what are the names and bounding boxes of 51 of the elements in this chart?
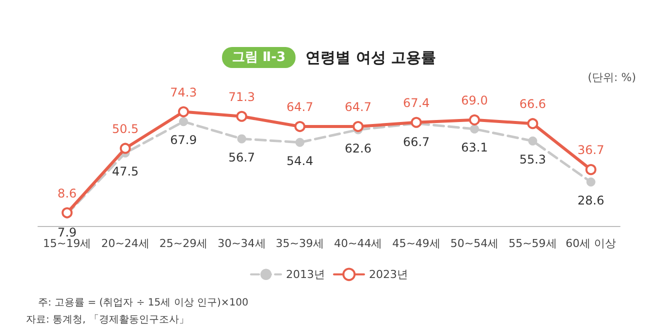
point <box>585 164 596 176</box>
data-label: 63.1 <box>461 140 488 154</box>
data-label: 36.7 <box>578 143 604 158</box>
data-label: 47.5 <box>112 164 139 178</box>
point <box>179 117 188 126</box>
x-tick-label: 45~49세 <box>392 237 440 250</box>
text: 자료: 통계청, 「경제활동인구조사」 <box>26 314 189 326</box>
chart-title: 연령별 여성 고용률 <box>306 48 436 66</box>
point <box>527 118 538 130</box>
x-tick-label: 25~29세 <box>159 237 208 250</box>
data-label: 64.7 <box>344 100 372 114</box>
point <box>120 142 131 154</box>
data-label: 67.9 <box>170 133 197 148</box>
point <box>586 178 596 187</box>
x-tick-label: 15~19세 <box>42 237 92 250</box>
point <box>352 121 364 132</box>
data-label: 50.5 <box>112 122 139 136</box>
x-tick-label: 60세 이상 <box>566 237 616 250</box>
point <box>470 124 479 134</box>
data-label: 66.6 <box>519 97 546 112</box>
text: (단위: %) <box>588 71 636 84</box>
data-label: 64.7 <box>286 100 314 114</box>
data-label: 8.6 <box>58 186 77 200</box>
point <box>237 134 246 144</box>
data-label: 74.3 <box>170 85 197 100</box>
point <box>294 121 306 132</box>
data-label: 62.6 <box>344 141 372 156</box>
point <box>236 110 248 122</box>
x-tick-label: 20~24세 <box>101 237 150 250</box>
data-label: 71.3 <box>228 90 256 104</box>
point <box>295 138 304 147</box>
data-label: 55.3 <box>519 152 546 166</box>
data-label: 69.0 <box>461 93 488 108</box>
point <box>528 136 538 146</box>
data-label: 54.4 <box>286 154 314 168</box>
data-label: 28.6 <box>578 194 604 208</box>
point <box>178 106 189 118</box>
data-label: 67.4 <box>402 96 430 110</box>
x-tick-label: 35~39세 <box>276 237 324 250</box>
x-tick-label: 55~59세 <box>508 237 557 250</box>
point <box>469 114 480 126</box>
x-tick-label: 40~44세 <box>334 237 382 250</box>
data-label: 7.9 <box>58 225 77 240</box>
chart-subtitle: 그림 Ⅱ-3 <box>232 50 286 65</box>
data-label: 66.7 <box>402 134 430 149</box>
x-tick-label: 30~34세 <box>218 237 266 250</box>
text: 주: 고용률 = (취업자 ÷ 15세 이상 인구)×100 <box>38 298 248 308</box>
legend-label: 2023년 <box>369 268 408 281</box>
x-tick-label: 50~54세 <box>450 237 499 250</box>
data-label: 56.7 <box>228 150 256 164</box>
legend-label: 2013년 <box>286 268 326 281</box>
